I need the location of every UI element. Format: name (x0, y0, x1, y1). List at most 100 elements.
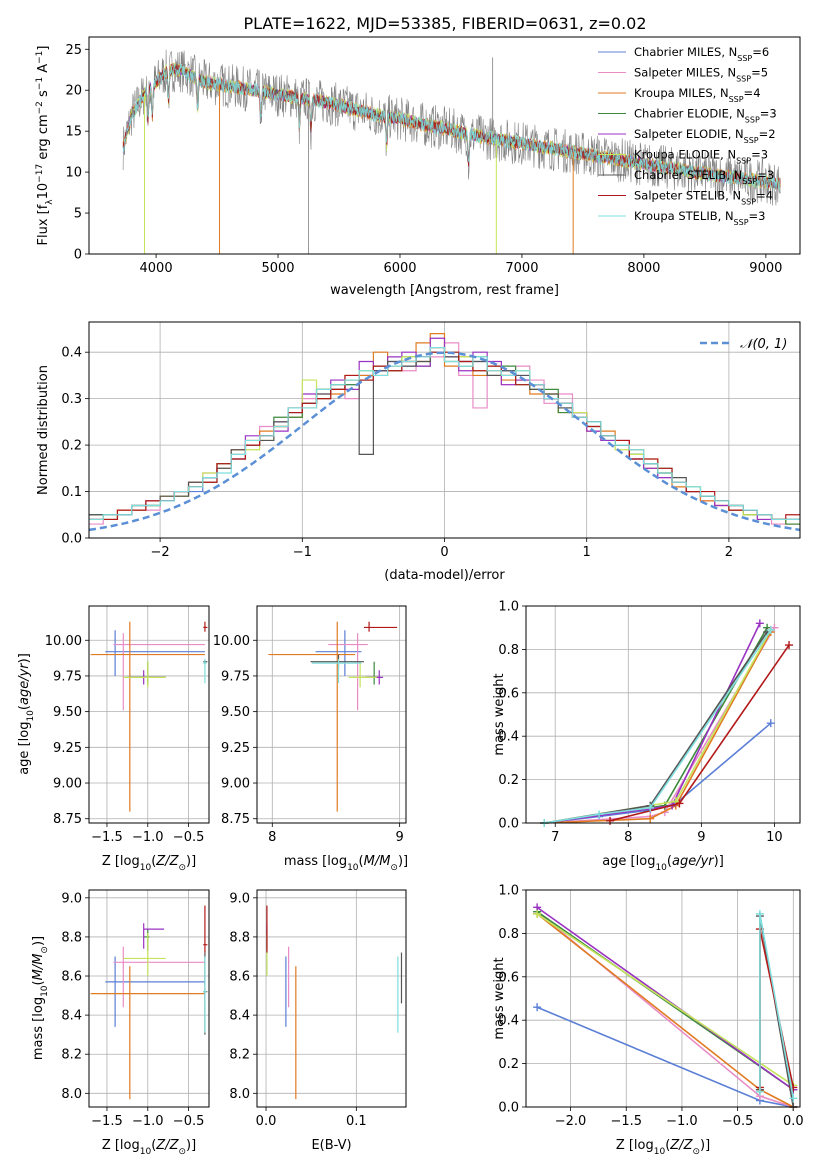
axis-label-part: )] (700, 1138, 710, 1153)
legend-eq: = (751, 148, 761, 162)
y-axis-label: age [log10(age/yr)] (17, 653, 36, 775)
legend-model-name: Kroupa ELODIE (634, 148, 720, 162)
legend-n: N (734, 168, 743, 182)
legend-entry: Chabrier MILES, NSSP=6 (634, 45, 769, 63)
axis-label-part: )] (714, 854, 724, 869)
legend-sub: SSP (742, 177, 757, 186)
x-tick-label: −1 (293, 545, 312, 560)
y-tick-label: 10 (65, 166, 82, 181)
axes-frame (525, 889, 801, 1108)
legend-sep: , (713, 86, 720, 100)
histogram-kroupa-stelib (89, 346, 800, 521)
legend-eq: = (760, 107, 770, 121)
residuals-panel: −2 −1 0 1 2 0.0 0.1 0.2 0.3 0.4 𝒩(0, 1) (data-model… (36, 321, 801, 583)
legend-n: N (720, 86, 729, 100)
marker-plus (533, 1003, 542, 1012)
legend-sep: , (720, 148, 727, 162)
legend-nssp: 6 (762, 45, 769, 59)
legend-entry: Kroupa ELODIE, NSSP=3 (634, 148, 768, 166)
legend-entry: Salpeter MILES, NSSP=5 (634, 66, 768, 84)
y-tick-label: 9.50 (53, 705, 82, 720)
axis-label-part: Z/Z (155, 854, 179, 869)
marker-plus (646, 814, 655, 823)
axis-label-part: ( (665, 1138, 670, 1153)
legend-model-name: Salpeter ELODIE (634, 127, 728, 141)
y-axis-label: mass [log10(M/M⊙)] (31, 936, 50, 1060)
x-tick-label: −1.5 (610, 1114, 642, 1129)
y-tick-label: 8.75 (221, 812, 250, 827)
axis-label-part: ⊙ (692, 1147, 700, 1157)
x-axis-label: E(B-V) (311, 1138, 351, 1153)
axis-label-part: )] (186, 854, 196, 869)
legend-model-name: Chabrier ELODIE (634, 107, 729, 121)
x-tick-label: 10 (766, 830, 783, 845)
marker-plus (789, 1094, 798, 1103)
y-axis-label-part: −1 (35, 51, 45, 64)
axis-label-part: ⊙ (40, 946, 50, 954)
axis-label-part: Z/Z (669, 1138, 693, 1153)
x-tick-label: −1.5 (91, 1114, 123, 1129)
y-tick-label: 9.50 (221, 705, 250, 720)
x-tick-label: −2.0 (555, 1114, 587, 1129)
axis-label-part: ( (151, 854, 156, 869)
legend-n: N (727, 66, 736, 80)
legend-model-name: Salpeter MILES (634, 66, 720, 80)
series-kroupa-miles (544, 631, 772, 824)
marker-plus (766, 719, 775, 728)
y-tick-label: 1.0 (498, 884, 519, 899)
legend-sub: SSP (745, 115, 760, 124)
axis-label-part: ( (667, 854, 672, 869)
axes-frame (88, 605, 210, 824)
y-tick-label: 0.2 (498, 773, 519, 788)
marker-plus (755, 619, 764, 628)
legend-n: N (732, 189, 741, 203)
axis-label-part: ⊙ (178, 1147, 186, 1157)
axis-label-part: ( (151, 1138, 156, 1153)
marker-plus (755, 1087, 764, 1096)
x-tick-label: −1.0 (666, 1114, 698, 1129)
legend-sep: , (729, 107, 736, 121)
y-tick-label: 9.25 (221, 741, 250, 756)
y-axis-label-part: −1 (35, 77, 45, 90)
legend-n: N (736, 107, 745, 121)
axis-label-part: )] (17, 653, 32, 663)
axis-label-part: )] (398, 854, 408, 869)
x-tick-label: 7000 (505, 261, 538, 276)
axis-label-part: M/M (31, 954, 46, 981)
series-kroupa-stelib (544, 629, 772, 824)
legend-entry: Kroupa MILES, NSSP=4 (634, 86, 761, 104)
axis-label-head: mass [log (31, 997, 46, 1060)
y-axis-label-part: λ (45, 199, 55, 205)
y-tick-label: 0.3 (61, 392, 82, 407)
x-axis-label: wavelength [Angstrom, rest frame] (330, 283, 559, 298)
marker-plus (755, 909, 764, 918)
legend-entry: Chabrier ELODIE, NSSP=3 (634, 107, 777, 125)
axis-label-head: mass [log (284, 854, 347, 869)
legend-sub: SSP (744, 136, 759, 145)
axis-label-part: Z/Z (155, 1138, 179, 1153)
y-tick-label: 9.00 (53, 777, 82, 792)
axes-frame (256, 605, 407, 824)
legend-sep: , (721, 45, 728, 59)
axis-label-part: ( (31, 980, 46, 985)
legend-entry: Kroupa STELIB, NSSP=3 (634, 209, 766, 227)
y-tick-label: 9.00 (221, 777, 250, 792)
axis-label-part: 10 (140, 1147, 152, 1157)
legend-sep: , (725, 189, 732, 203)
legend-sep: , (718, 209, 725, 223)
gaussian-curve (88, 351, 801, 532)
legend-nssp: 5 (761, 66, 768, 80)
axis-label-part: ( (359, 854, 364, 869)
y-tick-label: 9.75 (221, 669, 250, 684)
axis-label-part: )] (31, 936, 46, 946)
y-tick-label: 0.2 (61, 439, 82, 454)
y-tick-label: 0.4 (498, 1014, 519, 1029)
legend-eq: = (756, 189, 766, 203)
x-tick-label: 8000 (627, 261, 660, 276)
legend-sub: SSP (737, 54, 752, 63)
legend-nssp: 3 (758, 209, 765, 223)
y-tick-label: 0.6 (498, 970, 519, 985)
y-axis-label-part: −2 (35, 101, 45, 114)
y-axis-label-part: 10 (36, 183, 51, 200)
